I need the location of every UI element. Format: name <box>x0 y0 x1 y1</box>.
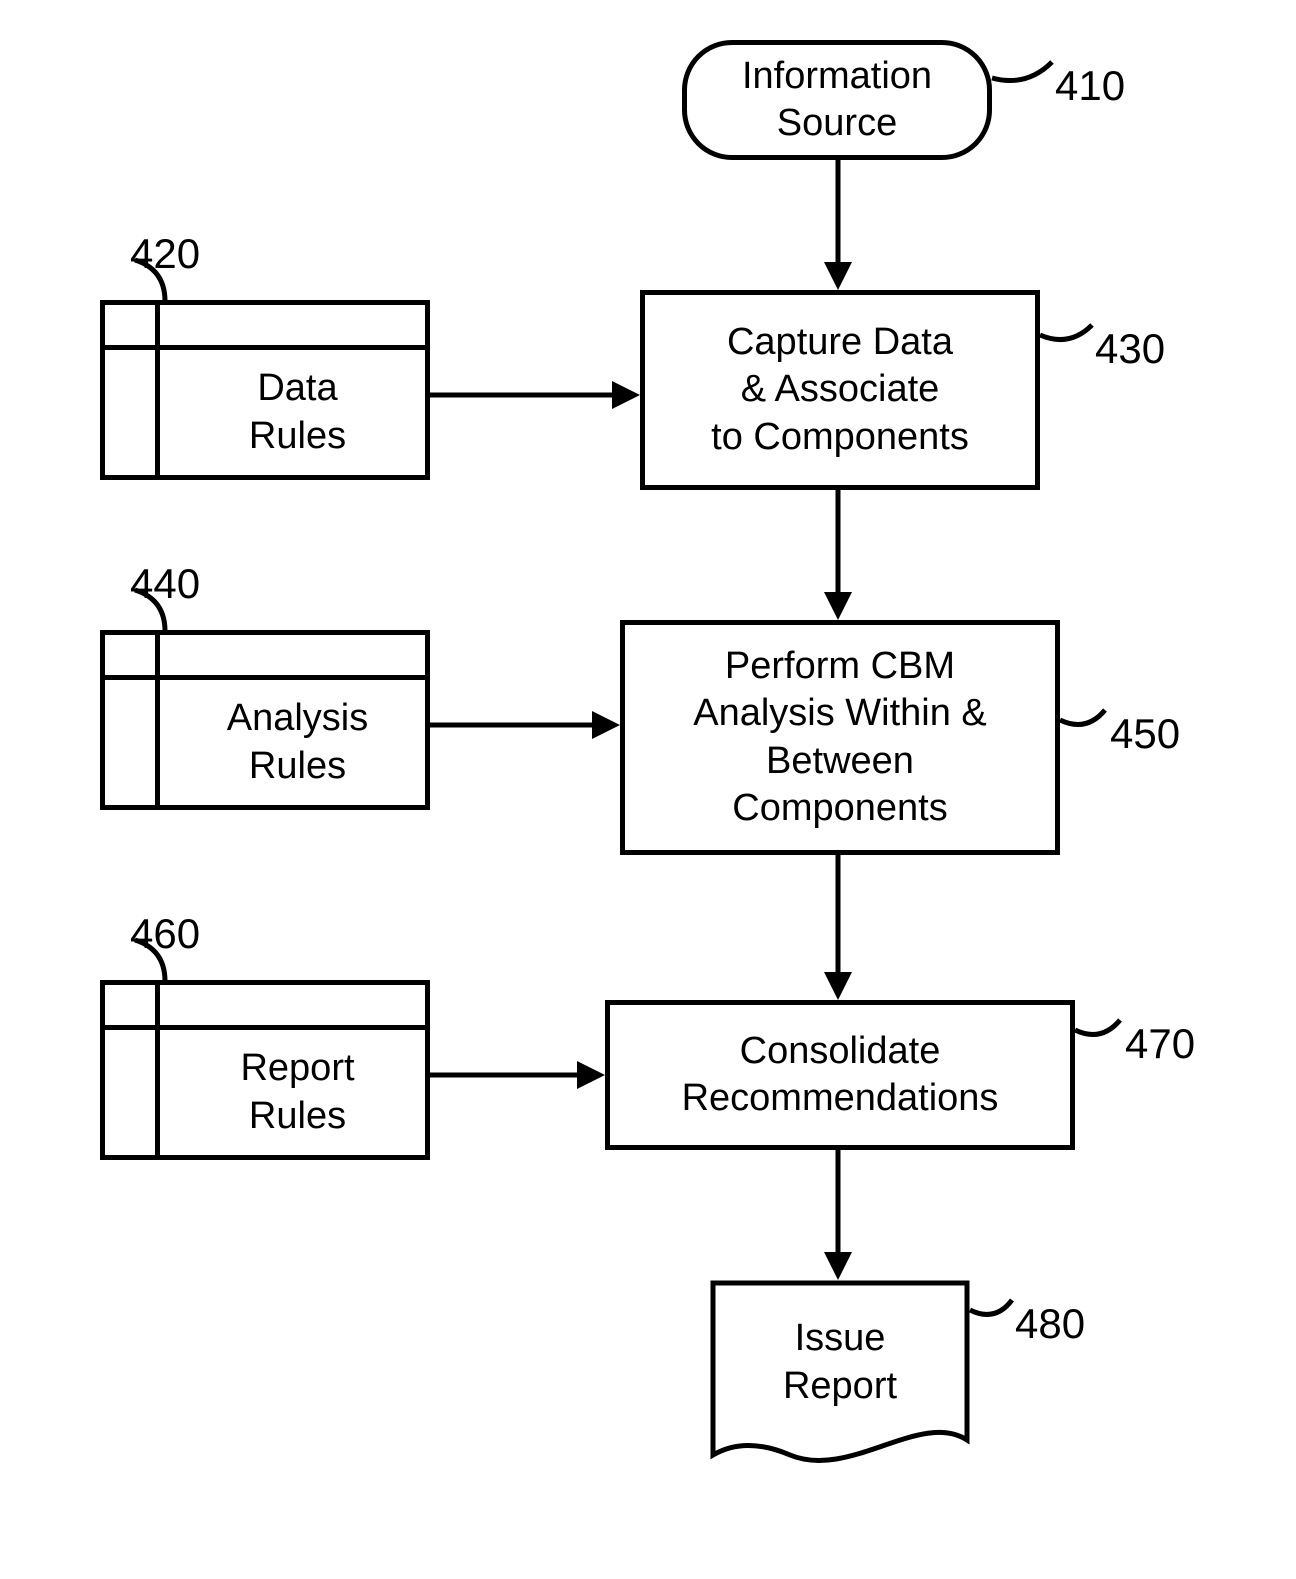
document-label: IssueReport <box>710 1315 970 1410</box>
process-label: Perform CBMAnalysis Within &BetweenCompo… <box>693 643 987 833</box>
datastore-analysis-rules: AnalysisRules <box>100 630 430 810</box>
datastore-label: AnalysisRules <box>160 695 435 790</box>
ref-label-470: 470 <box>1125 1020 1195 1068</box>
ref-label-430: 430 <box>1095 325 1165 373</box>
ref-label-410: 410 <box>1055 62 1125 110</box>
ref-label-440: 440 <box>130 560 200 608</box>
process-consolidate: ConsolidateRecommendations <box>605 1000 1075 1150</box>
process-label: ConsolidateRecommendations <box>682 1028 999 1123</box>
terminator-information-source: InformationSource <box>682 40 992 160</box>
ref-label-420: 420 <box>130 230 200 278</box>
document-issue-report: IssueReport <box>710 1280 970 1470</box>
datastore-data-rules: DataRules <box>100 300 430 480</box>
process-perform-cbm: Perform CBMAnalysis Within &BetweenCompo… <box>620 620 1060 855</box>
datastore-report-rules: ReportRules <box>100 980 430 1160</box>
ref-label-460: 460 <box>130 910 200 958</box>
datastore-header-divider <box>105 675 425 680</box>
ref-label-480: 480 <box>1015 1300 1085 1348</box>
ref-label-450: 450 <box>1110 710 1180 758</box>
datastore-label: DataRules <box>160 365 435 460</box>
terminator-label: InformationSource <box>742 53 932 148</box>
datastore-header-divider <box>105 1025 425 1030</box>
datastore-label: ReportRules <box>160 1045 435 1140</box>
process-capture-data: Capture Data& Associateto Components <box>640 290 1040 490</box>
datastore-header-divider <box>105 345 425 350</box>
process-label: Capture Data& Associateto Components <box>711 319 969 462</box>
